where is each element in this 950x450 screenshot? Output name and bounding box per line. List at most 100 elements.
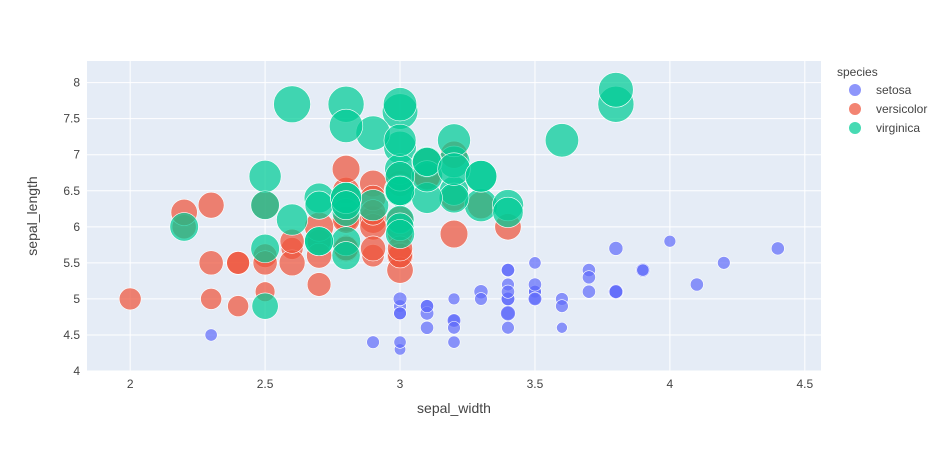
legend-marker xyxy=(849,122,861,134)
data-point-setosa[interactable] xyxy=(500,305,516,322)
y-tick-label: 4 xyxy=(73,364,80,378)
data-point-setosa[interactable] xyxy=(555,299,569,313)
data-point-setosa[interactable] xyxy=(204,328,218,342)
data-point-virginica[interactable] xyxy=(598,72,634,108)
x-tick-label: 2 xyxy=(127,377,134,391)
legend-label: setosa xyxy=(876,83,912,97)
x-tick-label: 3 xyxy=(397,377,404,391)
data-point-virginica[interactable] xyxy=(250,190,280,220)
data-point-virginica[interactable] xyxy=(329,108,364,143)
data-point-virginica[interactable] xyxy=(544,123,579,158)
y-tick-label: 5 xyxy=(73,292,80,306)
data-point-virginica[interactable] xyxy=(384,175,416,206)
y-tick-label: 5.5 xyxy=(63,256,80,270)
data-point-versicolor[interactable] xyxy=(278,249,306,277)
data-point-virginica[interactable] xyxy=(437,123,471,158)
y-tick-label: 6.5 xyxy=(63,184,80,198)
data-point-setosa[interactable] xyxy=(689,277,704,292)
data-point-versicolor[interactable] xyxy=(200,288,222,310)
data-point-setosa[interactable] xyxy=(420,299,434,314)
data-point-setosa[interactable] xyxy=(501,263,515,277)
data-point-virginica[interactable] xyxy=(492,196,524,228)
data-point-virginica[interactable] xyxy=(169,212,199,242)
data-point-virginica[interactable] xyxy=(383,123,417,157)
data-point-virginica[interactable] xyxy=(464,160,498,193)
data-point-virginica[interactable] xyxy=(331,190,361,221)
data-point-virginica[interactable] xyxy=(273,85,311,124)
series-setosa xyxy=(204,234,785,356)
points-layer xyxy=(118,72,785,356)
data-point-virginica[interactable] xyxy=(385,219,415,249)
data-point-virginica[interactable] xyxy=(304,190,334,220)
data-point-setosa[interactable] xyxy=(528,277,542,292)
data-point-virginica[interactable] xyxy=(304,226,334,257)
data-point-setosa[interactable] xyxy=(663,234,677,248)
data-point-setosa[interactable] xyxy=(447,335,461,349)
x-tick-label: 4 xyxy=(667,377,674,391)
data-point-setosa[interactable] xyxy=(717,256,731,270)
data-point-setosa[interactable] xyxy=(393,335,407,349)
data-point-virginica[interactable] xyxy=(437,152,471,186)
data-point-setosa[interactable] xyxy=(393,306,407,321)
x-tick-label: 2.5 xyxy=(257,377,274,391)
y-tick-label: 8 xyxy=(73,76,80,90)
legend-item-versicolor[interactable]: versicolor xyxy=(849,102,927,116)
data-point-setosa[interactable] xyxy=(770,241,785,256)
x-tick-label: 3.5 xyxy=(527,377,544,391)
x-axis-title: sepal_width xyxy=(417,400,491,416)
data-point-setosa[interactable] xyxy=(420,320,434,335)
x-tick-label: 4.5 xyxy=(796,377,813,391)
y-tick-label: 7 xyxy=(73,148,80,162)
y-tick-labels: 4 4.5 5 5.5 6 6.5 7 7.5 8 xyxy=(63,76,80,378)
y-tick-label: 7.5 xyxy=(63,112,80,126)
data-point-virginica[interactable] xyxy=(248,159,282,193)
legend[interactable]: species setosa versicolor virginica xyxy=(837,65,927,135)
data-point-setosa[interactable] xyxy=(608,284,624,299)
data-point-setosa[interactable] xyxy=(366,335,380,349)
data-point-setosa[interactable] xyxy=(392,291,408,307)
legend-marker xyxy=(849,84,861,96)
legend-label: virginica xyxy=(876,121,920,135)
data-point-versicolor[interactable] xyxy=(227,295,249,317)
data-point-virginica[interactable] xyxy=(412,147,442,177)
data-point-virginica[interactable] xyxy=(276,203,309,236)
data-point-versicolor[interactable] xyxy=(198,250,224,276)
legend-item-virginica[interactable]: virginica xyxy=(849,121,920,135)
data-point-virginica[interactable] xyxy=(438,182,470,214)
data-point-versicolor[interactable] xyxy=(306,272,332,297)
data-point-versicolor[interactable] xyxy=(226,251,250,275)
data-point-virginica[interactable] xyxy=(357,189,389,222)
y-tick-label: 4.5 xyxy=(63,328,80,342)
x-tick-labels: 2 2.5 3 3.5 4 4.5 xyxy=(127,377,814,391)
y-tick-label: 6 xyxy=(73,220,80,234)
data-point-setosa[interactable] xyxy=(636,263,650,277)
data-point-versicolor[interactable] xyxy=(439,219,469,249)
data-point-versicolor[interactable] xyxy=(118,287,142,311)
data-point-setosa[interactable] xyxy=(527,291,543,307)
legend-item-setosa[interactable]: setosa xyxy=(849,83,912,97)
data-point-setosa[interactable] xyxy=(556,321,568,334)
data-point-virginica[interactable] xyxy=(251,292,279,320)
y-axis-title: sepal_length xyxy=(24,176,40,255)
data-point-setosa[interactable] xyxy=(582,270,596,285)
data-point-versicolor[interactable] xyxy=(197,191,225,219)
data-point-virginica[interactable] xyxy=(331,241,361,271)
data-point-setosa[interactable] xyxy=(528,256,542,270)
data-point-versicolor[interactable] xyxy=(331,154,361,184)
data-point-setosa[interactable] xyxy=(501,284,515,299)
data-point-virginica[interactable] xyxy=(383,87,418,122)
data-point-versicolor[interactable] xyxy=(360,235,386,262)
data-point-setosa[interactable] xyxy=(447,321,461,335)
series-virginica xyxy=(169,72,635,320)
data-point-setosa[interactable] xyxy=(474,292,488,306)
legend-marker xyxy=(849,103,861,115)
legend-title: species xyxy=(837,65,878,79)
data-point-setosa[interactable] xyxy=(608,241,624,256)
data-point-setosa[interactable] xyxy=(447,292,461,306)
legend-label: versicolor xyxy=(876,102,927,116)
data-point-setosa[interactable] xyxy=(501,321,515,335)
data-point-setosa[interactable] xyxy=(582,284,596,299)
data-point-virginica[interactable] xyxy=(250,233,280,264)
